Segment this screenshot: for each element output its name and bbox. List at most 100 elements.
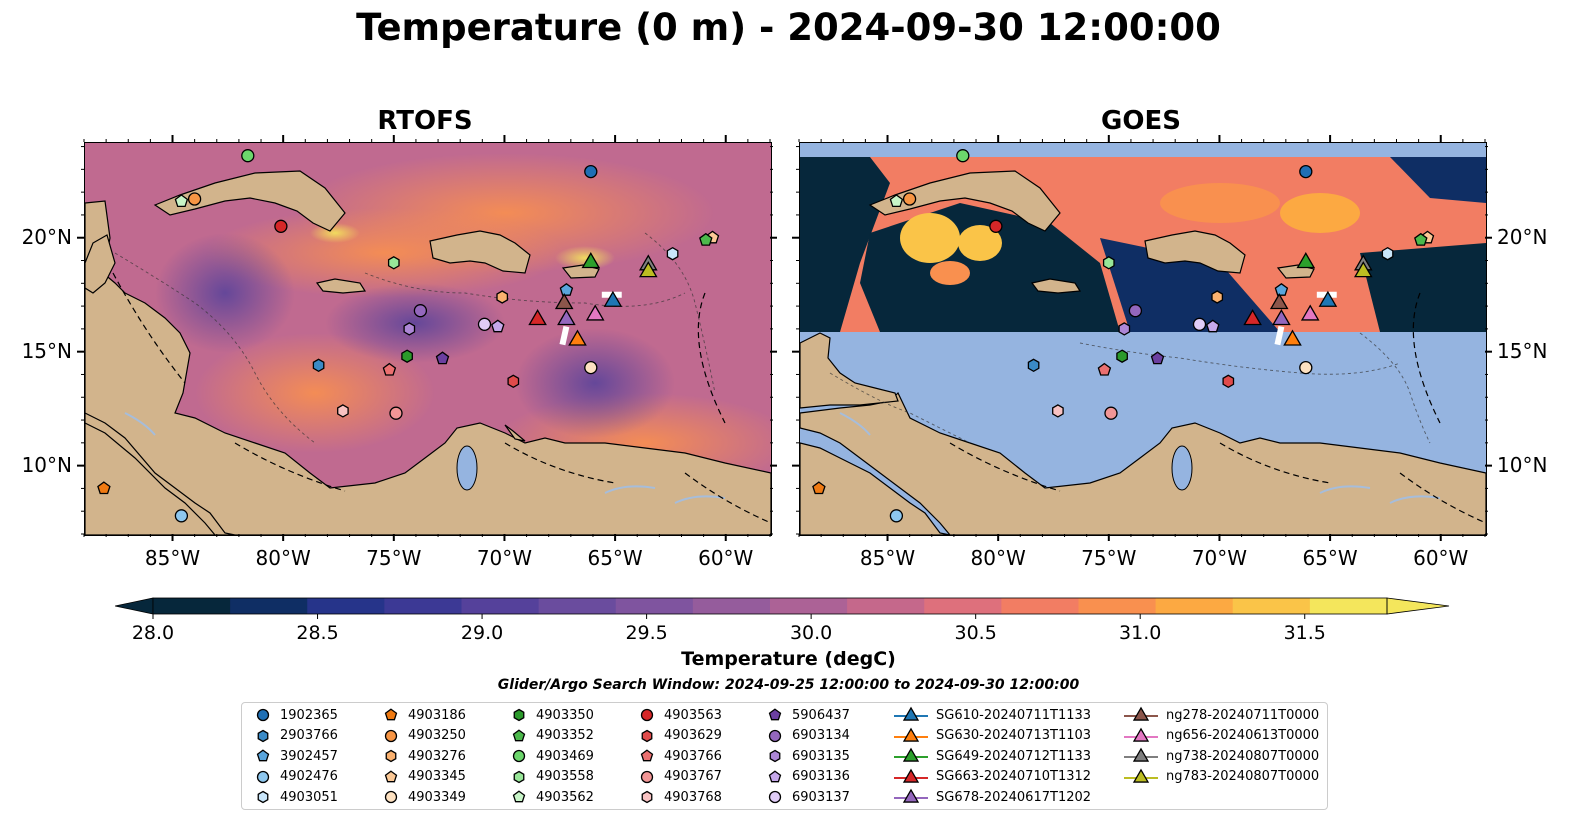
marker-4903629	[1222, 374, 1235, 389]
legend-label: 4903352	[536, 728, 594, 743]
x-tick-label: 85°W	[859, 546, 916, 570]
legend-marker-pentagon-icon	[640, 749, 654, 762]
legend-label: 4903563	[664, 707, 722, 723]
legend-label: ng738-20240807T0000	[1166, 748, 1320, 764]
colorbar-segment	[770, 598, 848, 614]
marker-ng783-20240807t0000	[638, 261, 658, 278]
marker-4903469	[241, 149, 255, 163]
legend-item: 6903137	[766, 787, 850, 807]
marker-sg663-20240710t1312	[528, 309, 547, 326]
legend-label: 2903766	[280, 728, 338, 743]
marker-4903352	[699, 232, 713, 246]
legend-marker-hexagon-icon	[641, 729, 653, 742]
marker-sg610-20240711t1133	[603, 290, 623, 307]
legend-label: ng783-20240807T0000	[1166, 769, 1320, 784]
marker-4903766	[382, 362, 397, 376]
marker-ng278-20240711t0000	[1269, 293, 1289, 310]
legend-item: 2903766	[254, 726, 338, 746]
legend: 1902365 2903766 3902457 4902476 4903051 49031…	[241, 702, 1328, 810]
legend-item: 4903562	[510, 787, 594, 807]
colorbar-tick-label: 31.5	[1283, 622, 1326, 644]
legend-label: 4903345	[408, 769, 466, 784]
colorbar-segment	[1001, 598, 1079, 614]
legend-marker-triangle-icon	[894, 788, 928, 803]
legend-label: 4903469	[536, 748, 594, 764]
marker-4903629	[507, 374, 520, 389]
legend-label: 4903767	[664, 769, 722, 784]
marker-4903250	[902, 192, 917, 206]
legend-marker-pentagon-icon	[512, 790, 526, 803]
legend-item: ng656-20240613T0000	[1124, 726, 1319, 746]
marker-1902365	[1299, 164, 1313, 179]
legend-item: 6903135	[766, 746, 850, 766]
goes-map	[799, 142, 1487, 536]
legend-item: 4902476	[254, 767, 338, 787]
marker-4903349	[1299, 360, 1313, 375]
y-tick-label: 10°N	[1497, 452, 1548, 477]
legend-item: 4903558	[510, 767, 594, 787]
marker-4903562	[174, 194, 189, 208]
marker-4903051	[1381, 246, 1394, 261]
colorbar-segment	[153, 598, 231, 614]
x-tick-label: 75°W	[1081, 546, 1137, 570]
marker-4902476	[174, 509, 189, 523]
marker-3902457	[559, 282, 574, 296]
legend-marker-circle-icon	[384, 790, 398, 804]
land	[800, 170, 1486, 535]
legend-marker-circle-icon	[256, 770, 270, 783]
legend-label: 1902365	[280, 707, 338, 723]
legend-item: 4903349	[382, 787, 466, 807]
colorbar-segment	[615, 598, 694, 614]
legend-label: 5906437	[792, 707, 850, 723]
legend-label: 4903276	[408, 748, 466, 764]
y-tick-label: 15°N	[1497, 338, 1548, 363]
colorbar-tick-label: 28.5	[296, 622, 339, 644]
marker-sg649-20240712t1133	[581, 252, 601, 269]
legend-marker-circle-icon	[384, 729, 398, 742]
legend-item: ng738-20240807T0000	[1124, 746, 1319, 766]
marker-4903276	[1211, 290, 1224, 304]
legend-item: 4903629	[638, 726, 722, 746]
marker-5906437	[1150, 351, 1165, 365]
colorbar-tick-label: 30.0	[789, 622, 833, 644]
rtofs-map	[84, 142, 772, 536]
legend-marker-pentagon-icon	[256, 749, 270, 762]
y-tick-label: 20°N	[21, 224, 72, 249]
legend-marker-triangle-icon	[1124, 727, 1158, 742]
x-tick-label: 80°W	[970, 546, 1026, 570]
x-tick-label: 60°W	[1413, 546, 1469, 570]
marker-ng278-20240711t0000	[554, 293, 574, 310]
marker-6903134	[413, 304, 428, 318]
legend-marker-hexagon-icon	[513, 770, 525, 783]
legend-item: ng783-20240807T0000	[1124, 767, 1319, 787]
figure-title: Temperature (0 m) - 2024-09-30 12:00:00	[356, 6, 1221, 49]
legend-marker-hexagon-icon	[641, 790, 653, 804]
marker-4903276	[496, 290, 509, 304]
x-tick-label: 85°W	[144, 546, 201, 570]
legend-marker-triangle-icon	[1124, 706, 1158, 721]
legend-item: 4903051	[254, 787, 338, 807]
legend-marker-triangle-icon	[894, 727, 928, 742]
legend-label: 6903136	[792, 769, 850, 784]
colorbar-segment	[1078, 598, 1157, 614]
legend-item: SG630-20240713T1103	[894, 726, 1091, 746]
marker-6903135	[403, 322, 416, 336]
legend-label: 4903051	[280, 789, 338, 805]
colorbar-segment	[1309, 598, 1388, 614]
legend-marker-circle-icon	[768, 729, 782, 742]
legend-marker-hexagon-icon	[257, 790, 269, 804]
legend-item: 4903186	[382, 705, 466, 725]
legend-marker-triangle-icon	[1124, 768, 1158, 783]
legend-label: SG630-20240713T1103	[936, 728, 1092, 743]
legend-marker-triangle-icon	[894, 768, 928, 783]
colorbar-segment	[847, 598, 925, 614]
marker-4903350	[401, 349, 413, 363]
colorbar-tick-label: 28.0	[131, 622, 175, 644]
marker-2903766	[1027, 358, 1040, 373]
legend-marker-circle-icon	[640, 708, 654, 722]
marker-6903136	[1206, 319, 1220, 333]
colorbar-segment	[924, 598, 1002, 614]
marker-4903250	[187, 192, 202, 206]
rtofs-markers	[97, 149, 720, 523]
